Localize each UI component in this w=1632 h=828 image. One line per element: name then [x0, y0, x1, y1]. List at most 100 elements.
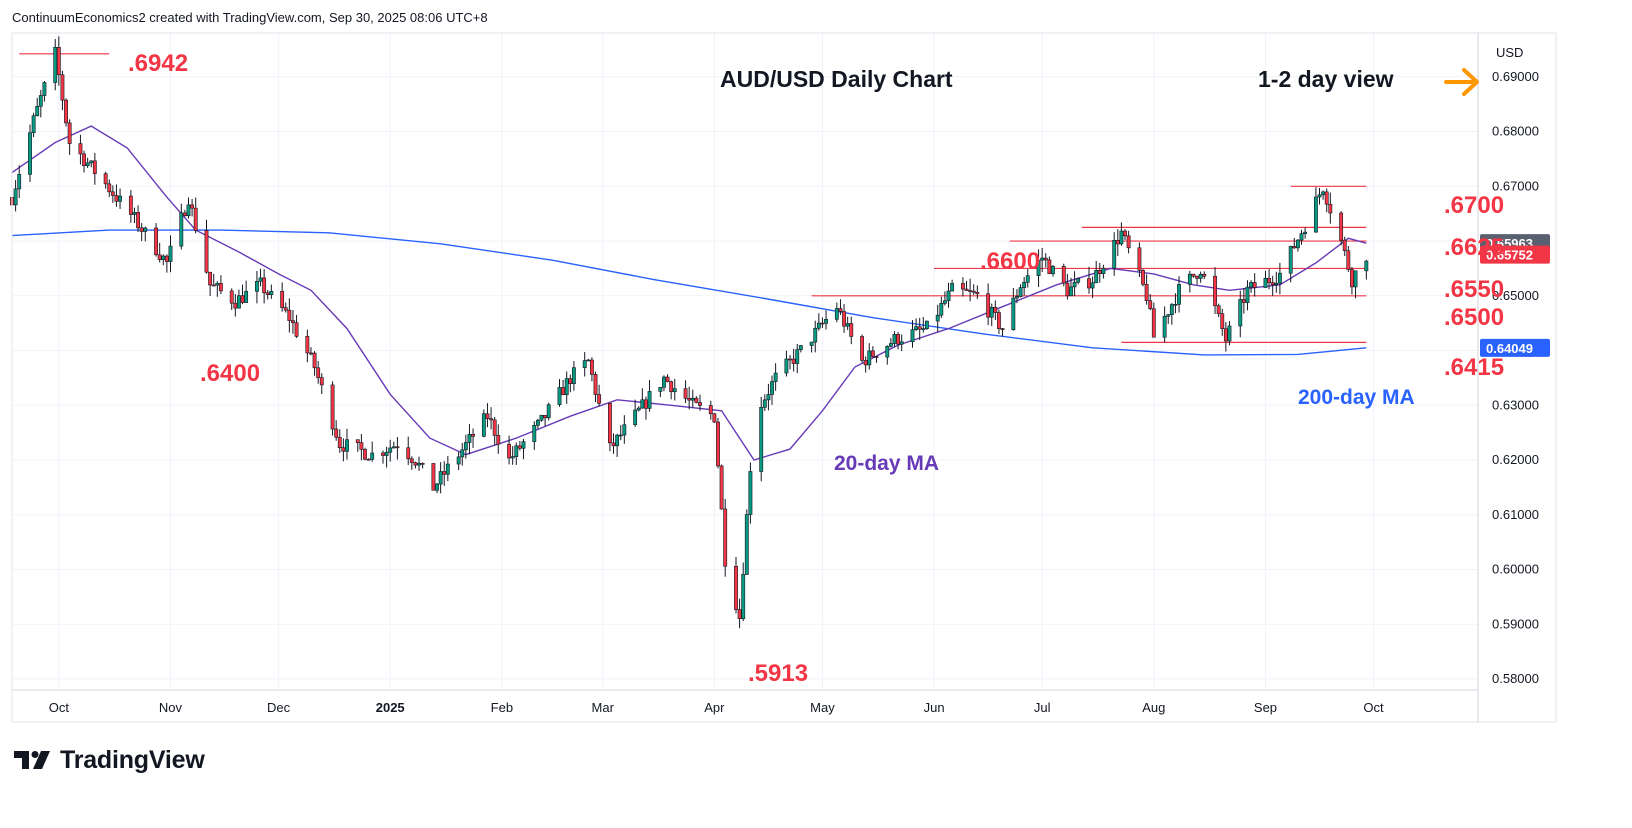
candle-body	[989, 306, 994, 318]
level-label-6600: .6600	[980, 248, 1041, 275]
candle-body	[1321, 191, 1326, 196]
candle-body	[85, 162, 90, 166]
candle-body	[1065, 282, 1070, 297]
candle-body	[1097, 270, 1102, 274]
candle-body	[910, 329, 915, 343]
candle-body	[467, 434, 472, 443]
candle-body	[384, 451, 389, 456]
candle-body	[460, 449, 465, 458]
candle-body	[1353, 270, 1358, 288]
candle-body	[564, 378, 569, 396]
chart-title: AUD/USD Daily Chart	[720, 66, 953, 92]
candle-body	[669, 381, 674, 393]
candle-body	[964, 288, 969, 291]
candle-body	[716, 421, 720, 467]
candle-body	[939, 303, 944, 316]
candle-body	[582, 360, 587, 368]
candle-body	[734, 565, 738, 610]
candle-body	[672, 388, 677, 393]
candle-body	[431, 463, 436, 491]
candle-body	[409, 458, 414, 463]
candle-body	[571, 367, 576, 384]
candle-body	[1346, 250, 1351, 270]
tradingview-brand[interactable]: TradingView	[14, 745, 205, 775]
candle-body	[834, 308, 839, 320]
candle-body	[986, 293, 991, 318]
candle-body	[388, 447, 393, 453]
candle-body	[719, 465, 724, 510]
candle-body	[294, 322, 299, 337]
candle-body	[935, 314, 940, 322]
x-tick-label: Aug	[1142, 700, 1165, 715]
candle-body	[514, 445, 519, 457]
candle-body	[1339, 212, 1344, 241]
y-tick-label: 0.59000	[1492, 616, 1539, 631]
candle-body	[640, 399, 645, 409]
candle-body	[17, 174, 22, 190]
candle-body	[1274, 282, 1279, 285]
candle-body	[1216, 305, 1221, 315]
candle-body	[770, 381, 774, 395]
candle-body	[1288, 246, 1293, 274]
candle-body	[647, 391, 652, 409]
candle-body	[107, 183, 112, 193]
candle-body	[283, 307, 288, 311]
candle-body	[1249, 282, 1253, 288]
y-tick-label: 0.61000	[1492, 507, 1539, 522]
candle-body	[258, 277, 263, 282]
candle-body	[942, 300, 947, 304]
horizontal-levels	[19, 53, 1367, 343]
y-tick-label: 0.67000	[1492, 178, 1539, 193]
candle-body	[1317, 194, 1322, 198]
candle-body	[1061, 266, 1066, 284]
ma20-path	[11, 125, 1367, 461]
candle-body	[1072, 281, 1077, 288]
candle-body	[1000, 328, 1005, 330]
candle-body	[1350, 269, 1354, 288]
candle-body	[993, 306, 998, 313]
y-tick-label: 0.68000	[1492, 124, 1539, 139]
candle-body	[471, 434, 475, 437]
candle-body	[1087, 278, 1091, 289]
candle-body	[997, 312, 1001, 329]
candle-body	[190, 204, 195, 209]
candle-body	[759, 407, 764, 472]
candle-body	[128, 195, 133, 215]
candle-body	[496, 435, 501, 445]
candle-body	[262, 277, 267, 294]
x-tick-label: Jul	[1034, 700, 1051, 715]
candle-body	[1313, 196, 1318, 233]
candle-body	[708, 405, 713, 415]
candle-body	[89, 160, 94, 164]
candle-body	[143, 227, 148, 232]
candle-body	[521, 441, 526, 449]
candle-body	[611, 442, 616, 447]
candle-body	[644, 399, 648, 409]
candle-body	[1112, 240, 1117, 269]
candle-body	[532, 425, 537, 442]
candle-body	[1223, 328, 1228, 342]
candle-body	[413, 462, 418, 466]
candle-body	[795, 349, 800, 364]
candle-body	[1141, 270, 1145, 285]
candle-body	[892, 334, 897, 344]
candle-body	[445, 463, 450, 475]
candles	[10, 36, 1369, 629]
level-label-6700: .6700	[1444, 192, 1505, 219]
arrow-right-icon	[1444, 68, 1479, 96]
candle-body	[341, 447, 346, 452]
candle-body	[1151, 308, 1156, 338]
x-tick-label: Sep	[1254, 700, 1277, 715]
candle-body	[773, 372, 778, 382]
candle-body	[1166, 314, 1171, 317]
candle-body	[1267, 277, 1272, 283]
candle-body	[110, 191, 115, 196]
candle-body	[157, 254, 162, 260]
candle-body	[492, 419, 497, 436]
candle-body	[863, 360, 868, 366]
candle-body	[287, 309, 292, 321]
candle-body	[615, 434, 620, 447]
level-label-6400: .6400	[200, 360, 261, 387]
candle-body	[1238, 299, 1243, 327]
